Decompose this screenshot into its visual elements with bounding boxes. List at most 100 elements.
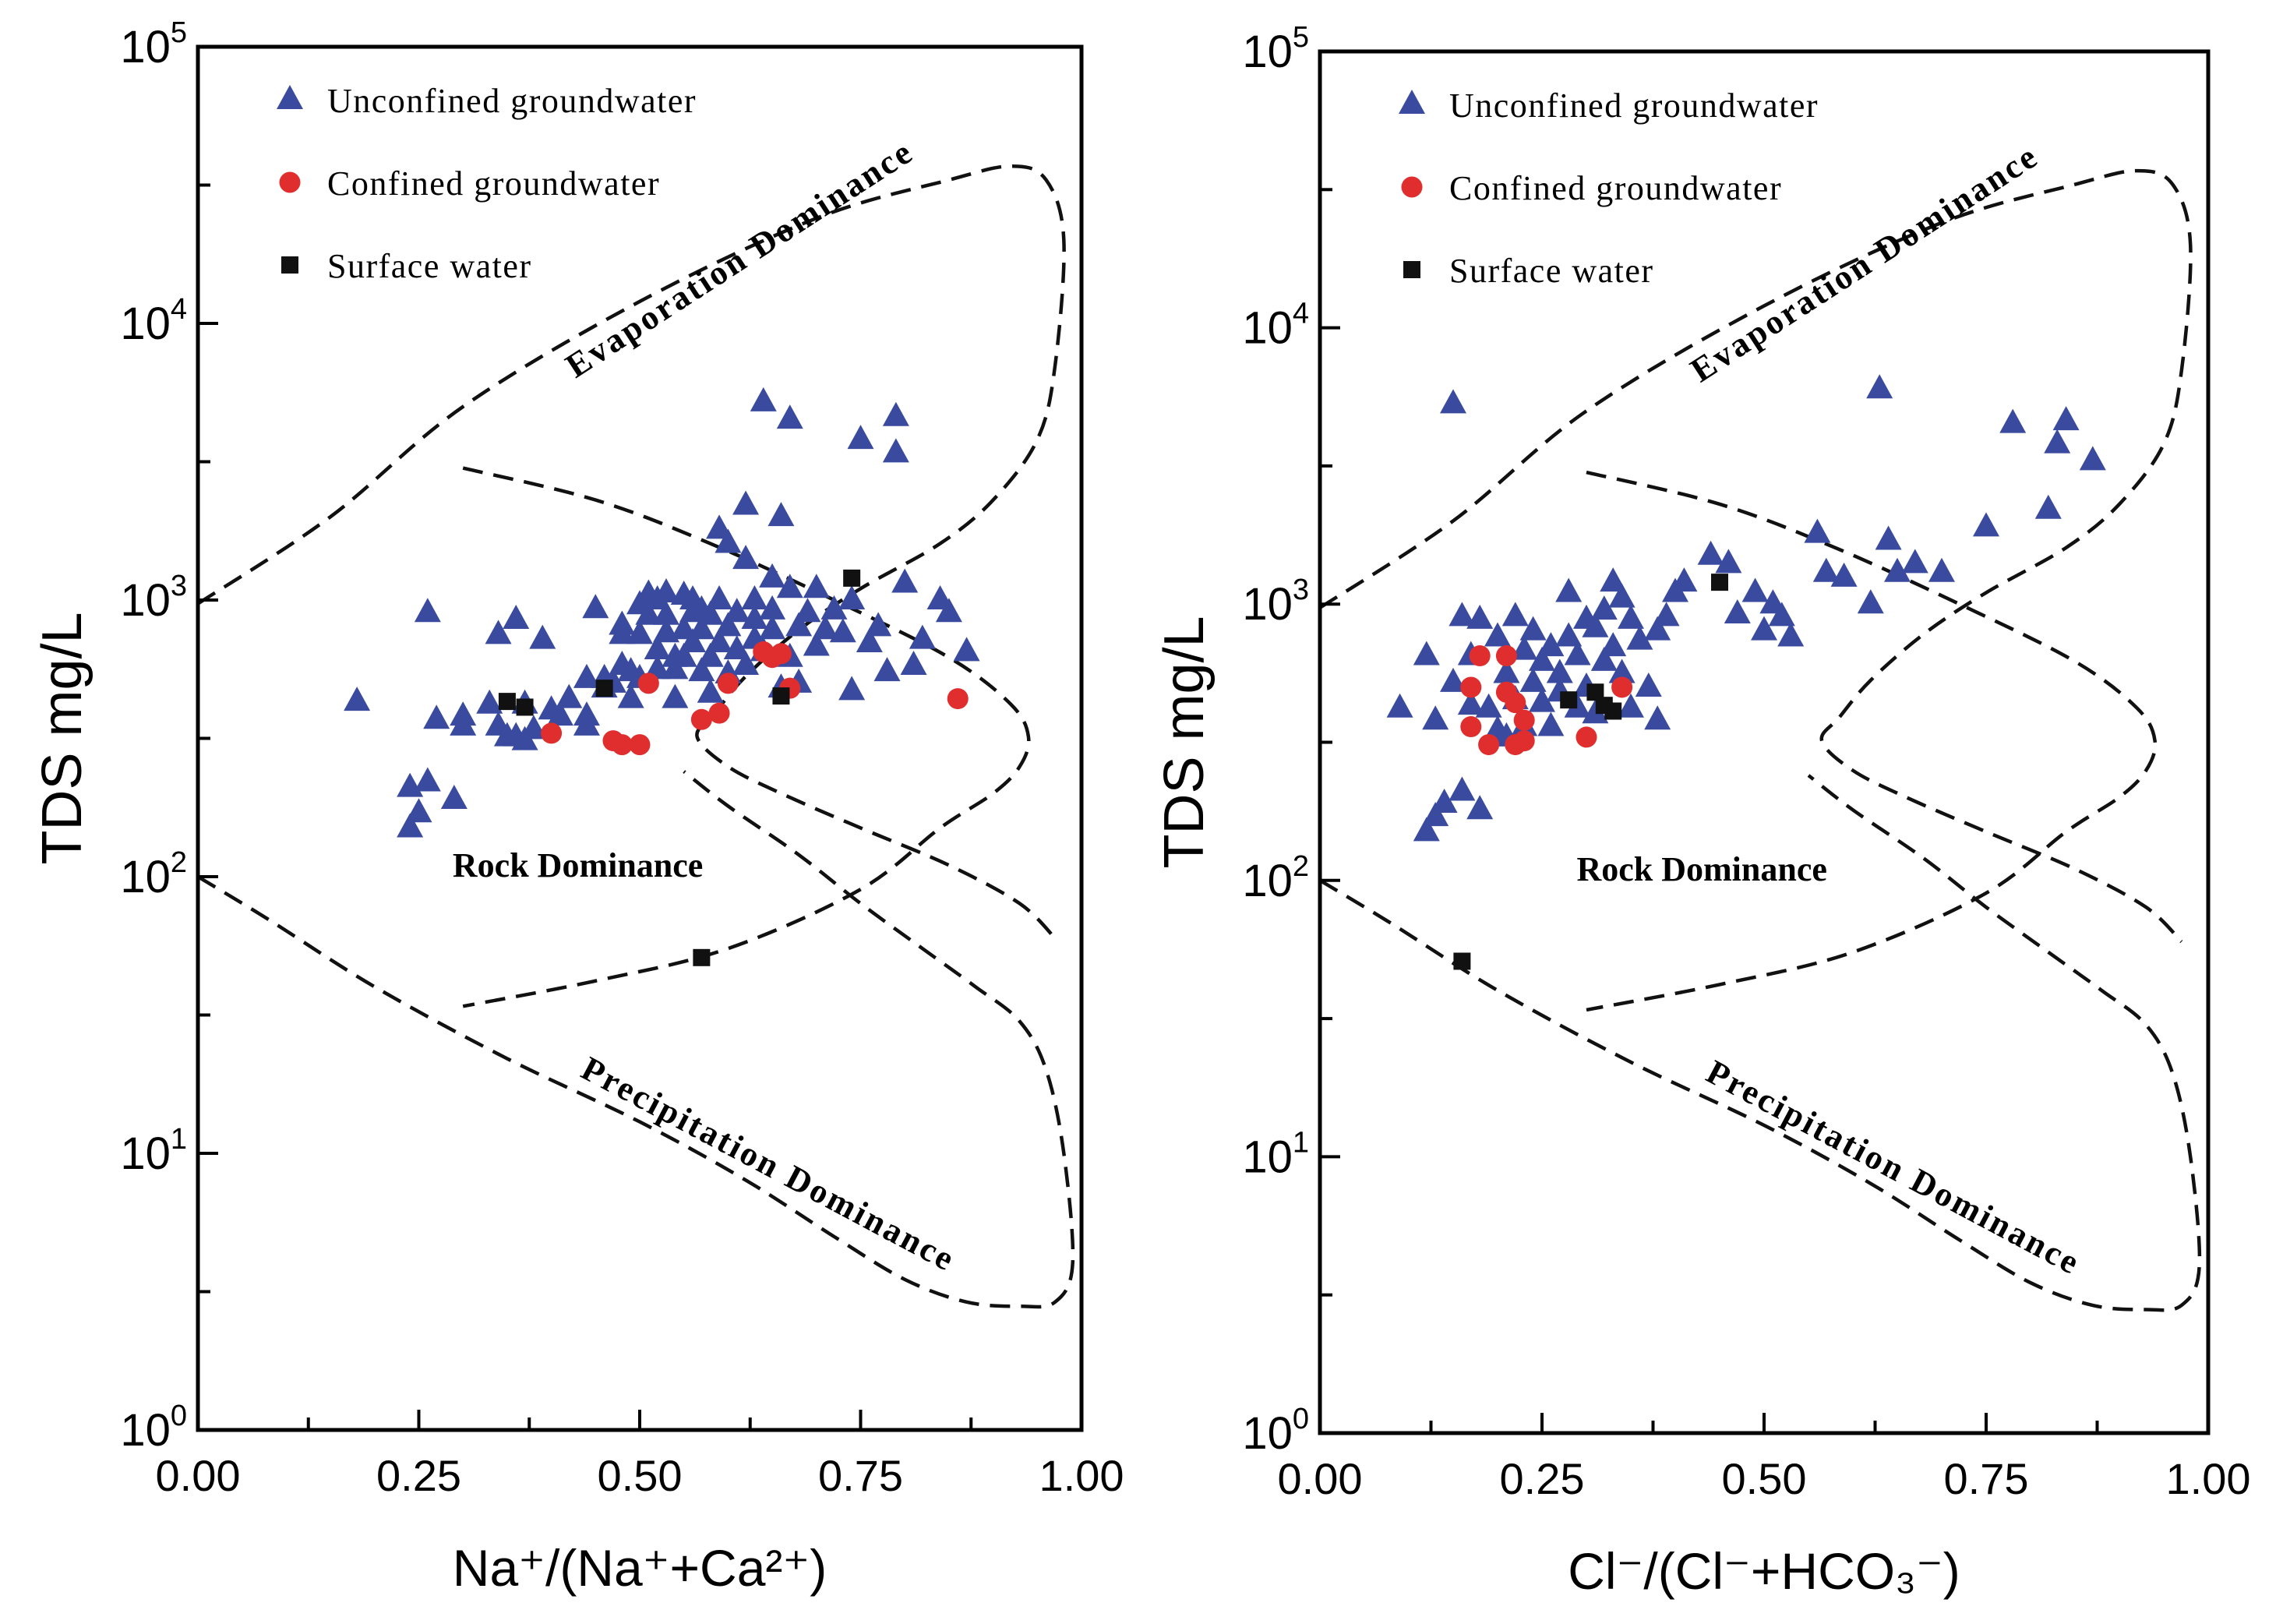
point-triangle: [1618, 693, 1644, 718]
point-triangle: [529, 624, 556, 649]
point-triangle: [1466, 795, 1494, 820]
point-triangle: [573, 701, 600, 726]
point-triangle: [1413, 641, 1440, 665]
point-circle: [279, 171, 301, 193]
point-triangle: [732, 545, 760, 570]
point-triangle: [414, 598, 441, 623]
point-triangle: [1475, 693, 1502, 718]
point-triangle: [723, 635, 750, 660]
point-triangle: [1973, 512, 1999, 537]
y-axis: 100 101 102 103 104 105: [120, 16, 218, 1456]
point-circle: [1401, 176, 1423, 198]
point-triangle: [776, 574, 803, 598]
point-triangle: [1501, 602, 1529, 627]
point-triangle: [1928, 557, 1955, 582]
legend-entry: Confined groundwater: [327, 164, 660, 203]
y-axis-title: TDS mg/L: [1153, 616, 1216, 868]
point-triangle: [732, 650, 760, 675]
point-square: [1586, 683, 1604, 701]
point-circle: [1460, 676, 1482, 698]
point-triangle: [759, 615, 786, 640]
point-triangle: [397, 813, 424, 838]
y-tick-label: 104: [120, 293, 187, 349]
label-rock-dominance: Rock Dominance: [1576, 850, 1826, 888]
label-rock-dominance: Rock Dominance: [453, 846, 703, 884]
point-triangle: [1999, 408, 2027, 433]
point-triangle: [776, 404, 803, 429]
y-tick-label: 100: [1242, 1403, 1309, 1459]
point-triangle: [847, 425, 874, 450]
point-triangle: [715, 528, 742, 553]
point-triangle: [838, 585, 866, 609]
point-triangle: [1555, 577, 1583, 602]
x-axis-title: Na⁺/(Na⁺+Ca²⁺): [453, 1539, 827, 1597]
point-triangle: [1901, 549, 1928, 574]
point-triangle: [1768, 602, 1795, 627]
point-triangle: [2044, 429, 2071, 454]
point-triangle: [485, 620, 512, 644]
point-triangle: [1671, 567, 1698, 592]
boundary-lower: [198, 770, 1075, 1309]
point-square: [498, 693, 516, 711]
point-triangle: [767, 502, 795, 527]
point-triangle: [405, 798, 432, 823]
point-triangle: [873, 657, 901, 682]
point-triangle: [670, 642, 697, 667]
y-tick-label: 105: [1242, 21, 1309, 77]
label-precipitation-dominance: Precipitation Dominance: [1700, 1053, 2087, 1283]
boundary-middle: [1586, 470, 2158, 1012]
point-circle: [708, 702, 730, 724]
y-axis-title: TDS mg/L: [31, 612, 94, 864]
point-triangle: [1608, 658, 1636, 683]
y-tick-label: 101: [120, 1123, 187, 1179]
point-triangle: [891, 568, 919, 593]
boundary-curves: [1320, 168, 2202, 1312]
point-triangle: [1804, 518, 1831, 543]
y-axis: 100 101 102 103 104 105: [1242, 21, 1340, 1459]
series-triangle: [1386, 374, 2106, 842]
y-tick-label: 103: [120, 570, 187, 626]
point-triangle: [688, 657, 715, 682]
series-square: [1453, 574, 1728, 970]
point-triangle: [1697, 540, 1724, 565]
point-triangle: [1440, 389, 1466, 414]
point-triangle: [1546, 658, 1573, 683]
boundary-lower: [1320, 774, 2202, 1312]
point-circle: [1513, 709, 1535, 731]
point-circle: [690, 708, 712, 730]
point-triangle: [423, 704, 450, 729]
point-triangle: [1537, 711, 1565, 736]
point-triangle: [1830, 562, 1858, 587]
point-triangle: [1529, 687, 1555, 712]
point-triangle: [1644, 705, 1671, 730]
point-triangle: [679, 627, 707, 652]
point-circle: [1478, 734, 1500, 756]
point-triangle: [750, 387, 777, 411]
point-circle: [1469, 645, 1491, 667]
point-triangle: [277, 85, 303, 109]
x-tick-label: 1.00: [1039, 1451, 1124, 1500]
point-triangle: [344, 687, 371, 711]
point-triangle: [935, 598, 962, 623]
x-tick-label: 0.00: [1278, 1454, 1363, 1503]
point-square: [772, 687, 790, 705]
point-triangle: [546, 701, 573, 726]
x-tick-label: 0.25: [376, 1451, 461, 1500]
point-circle: [611, 734, 633, 756]
point-triangle: [882, 401, 909, 426]
point-triangle: [1884, 557, 1911, 582]
point-triangle: [1457, 690, 1484, 715]
point-triangle: [706, 514, 733, 539]
point-triangle: [635, 600, 662, 625]
point-square: [281, 256, 298, 274]
point-square: [1604, 702, 1622, 720]
point-triangle: [1440, 667, 1466, 692]
x-axis: 0.00 0.25 0.50 0.75 1.00: [1278, 1413, 2251, 1503]
point-circle: [770, 643, 792, 665]
legend-entry: Unconfined groundwater: [327, 82, 697, 120]
point-triangle: [1653, 602, 1680, 627]
point-triangle: [1484, 622, 1511, 647]
x-axis: 0.00 0.25 0.50 0.75 1.00: [156, 1410, 1124, 1500]
legend: Unconfined groundwater Confined groundwat…: [277, 82, 697, 285]
x-tick-label: 0.75: [1944, 1454, 2029, 1503]
